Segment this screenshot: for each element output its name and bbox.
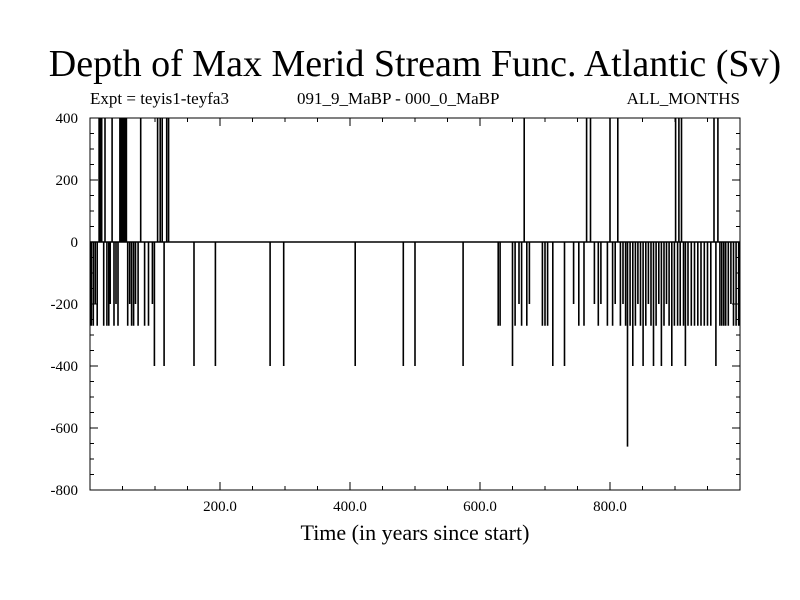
- chart-subtitle-months: ALL_MONTHS: [626, 89, 740, 108]
- chart-subtitle-experiment: Expt = teyis1-teyfa3: [90, 89, 229, 108]
- y-tick-label: -400: [51, 359, 79, 375]
- series-layer: [90, 118, 740, 447]
- x-axis-label: Time (in years since start): [300, 520, 530, 545]
- y-tick-label: 400: [56, 111, 79, 127]
- y-tick-label: -200: [51, 297, 79, 313]
- chart-title: Depth of Max Merid Stream Func. Atlantic…: [48, 43, 782, 85]
- axis-ticks: [90, 117, 740, 491]
- y-tick-label: 0: [71, 235, 79, 251]
- axis-tick-labels: 400 200 0 -200 -400 -600 -800 200.0 400.0 600.0 80…: [51, 111, 627, 515]
- x-tick-label: 600.0: [463, 499, 497, 515]
- x-tick-label: 400.0: [333, 499, 367, 515]
- x-tick-label: 200.0: [203, 499, 237, 515]
- y-tick-label: -800: [51, 483, 79, 499]
- series-line-0: [90, 118, 740, 447]
- y-tick-label: 200: [56, 173, 79, 189]
- y-tick-label: -600: [51, 421, 79, 437]
- x-tick-label: 800.0: [593, 499, 627, 515]
- chart-subtitle-period: 091_9_MaBP - 000_0_MaBP: [297, 89, 500, 108]
